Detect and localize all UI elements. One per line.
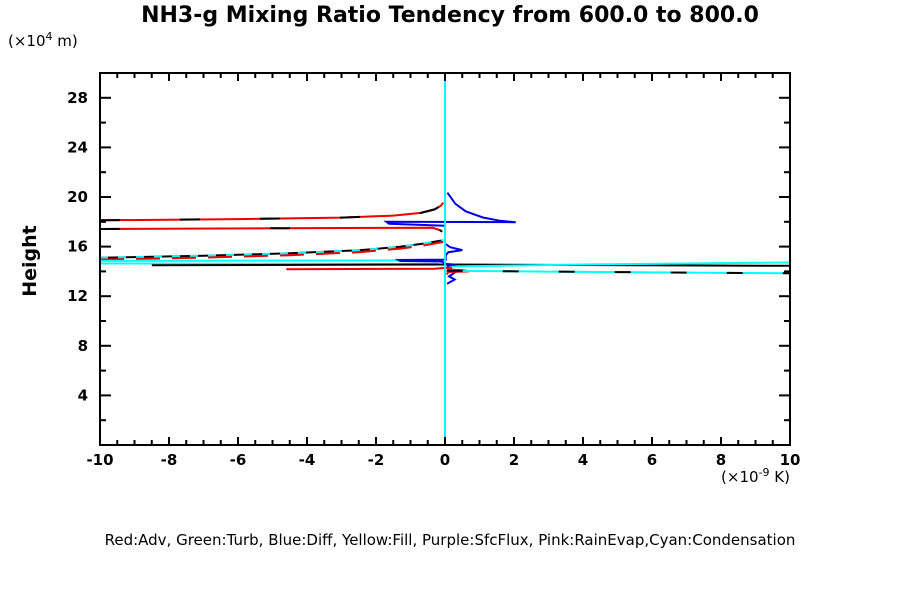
y-tick-label: 12 [67, 287, 88, 305]
y-units-exponent: 4 [45, 30, 53, 43]
series-adv-mid-lower [286, 266, 470, 276]
x-tick-label: 2 [509, 451, 519, 469]
x-tick-label: -10 [86, 451, 113, 469]
y-tick-label: 28 [67, 89, 88, 107]
y-axis-units: (×104 m) [8, 30, 78, 50]
y-units-prefix: (×10 [8, 32, 46, 50]
series-adv-upper-offscale-layer-top [99, 201, 445, 222]
y-tick-label: 24 [67, 138, 88, 156]
x-tick-label: 8 [716, 451, 726, 469]
series-mid-rising-curve-black [99, 239, 444, 259]
y-tick-label: 20 [67, 188, 88, 206]
chart-title: NH3-g Mixing Ratio Tendency from 600.0 t… [141, 3, 759, 28]
legend-text: Red:Adv, Green:Turb, Blue:Diff, Yellow:F… [104, 531, 796, 549]
x-units-exponent: -9 [758, 466, 770, 479]
x-tick-label: 4 [578, 451, 588, 469]
y-tick-label: 8 [78, 337, 88, 355]
x-units-prefix: (×10 [721, 468, 759, 486]
series-condensation-left-upper [99, 259, 435, 262]
x-tick-label: -2 [368, 451, 385, 469]
y-units-suffix: m) [52, 32, 78, 50]
series-diff-upper-spike [383, 192, 516, 227]
y-tick-label: 16 [67, 238, 88, 256]
series-condensation-right-upper [451, 261, 791, 268]
series-mid-rising-curve-red-dash [99, 240, 444, 261]
series-diff-mid-hooks [394, 243, 463, 285]
series-total-dash-overlay-upper2 [99, 226, 443, 233]
series-total-dash-overlay-upper [99, 201, 445, 222]
series-condensation-right-lower [446, 269, 791, 275]
x-tick-label: 10 [780, 451, 801, 469]
y-tick-label: 4 [78, 386, 88, 404]
x-tick-label: 6 [647, 451, 657, 469]
x-axis-units: (×10-9 K) [640, 466, 790, 486]
x-tick-label: -6 [230, 451, 247, 469]
x-tick-label: -8 [161, 451, 178, 469]
x-tick-label: 0 [440, 451, 450, 469]
x-units-suffix: K) [769, 468, 790, 486]
x-tick-label: -4 [299, 451, 316, 469]
